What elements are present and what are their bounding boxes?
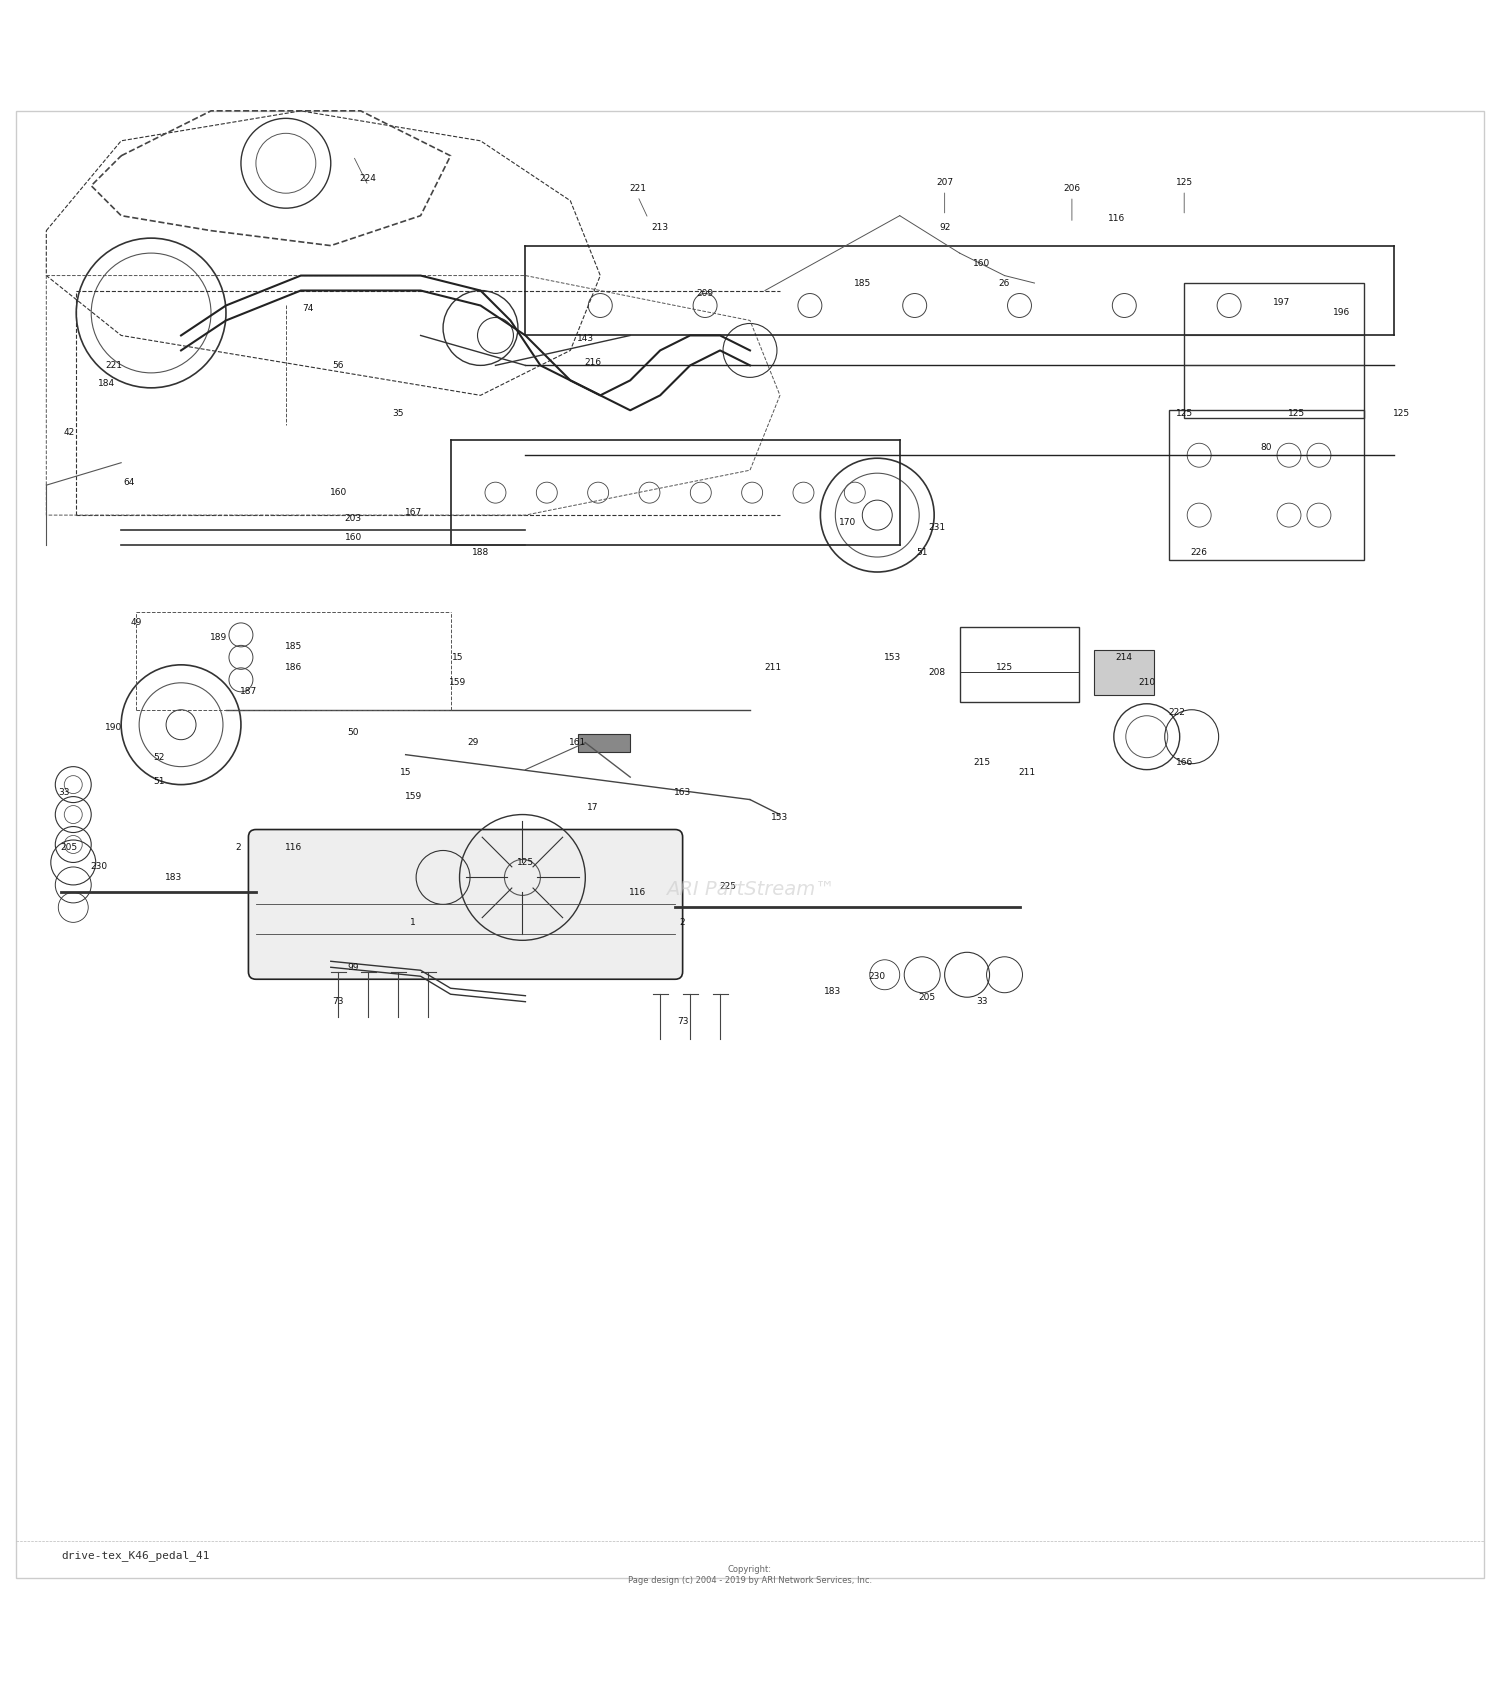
- Text: 73: 73: [676, 1017, 688, 1025]
- Bar: [1184, 284, 1364, 417]
- Text: 206: 206: [1064, 184, 1080, 193]
- Text: 190: 190: [105, 723, 123, 733]
- Text: 125: 125: [1176, 409, 1192, 417]
- Text: 51: 51: [916, 547, 928, 557]
- Text: 125: 125: [1392, 409, 1410, 417]
- Text: 56: 56: [333, 361, 344, 370]
- Text: 213: 213: [651, 223, 669, 231]
- Bar: [1168, 410, 1364, 561]
- Text: 231: 231: [928, 522, 945, 532]
- Text: 153: 153: [884, 654, 902, 662]
- Text: 2: 2: [236, 843, 242, 851]
- Text: 225: 225: [718, 882, 736, 890]
- Text: 160: 160: [330, 488, 346, 497]
- Text: 29: 29: [468, 738, 478, 747]
- Text: 52: 52: [153, 753, 165, 762]
- Text: 163: 163: [674, 787, 692, 797]
- Text: 116: 116: [1108, 215, 1125, 223]
- Text: 153: 153: [771, 812, 789, 823]
- Text: 222: 222: [1168, 708, 1185, 718]
- Text: 189: 189: [210, 633, 226, 642]
- Text: 211: 211: [1019, 768, 1035, 777]
- Text: 166: 166: [1176, 758, 1192, 767]
- FancyBboxPatch shape: [249, 829, 682, 980]
- Text: 15: 15: [400, 768, 411, 777]
- Text: 143: 143: [576, 334, 594, 343]
- Text: 160: 160: [345, 534, 362, 542]
- Text: 1: 1: [411, 917, 416, 927]
- Text: drive-tex_K46_pedal_41: drive-tex_K46_pedal_41: [62, 1551, 210, 1561]
- Text: 185: 185: [853, 279, 871, 287]
- Text: 215: 215: [974, 758, 990, 767]
- Text: 15: 15: [453, 654, 464, 662]
- Text: 42: 42: [63, 429, 75, 437]
- Text: 186: 186: [285, 664, 302, 672]
- Text: 205: 205: [60, 843, 78, 851]
- Text: 74: 74: [303, 304, 313, 312]
- Text: 205: 205: [918, 993, 934, 1002]
- Text: 125: 125: [518, 858, 534, 866]
- Text: 185: 185: [285, 642, 302, 652]
- Text: 221: 221: [105, 361, 122, 370]
- Text: 92: 92: [939, 223, 951, 231]
- Text: 26: 26: [999, 279, 1010, 287]
- Bar: [960, 627, 1080, 703]
- Text: 196: 196: [1334, 309, 1350, 318]
- Text: 116: 116: [628, 888, 646, 897]
- Text: 125: 125: [1176, 179, 1192, 187]
- Text: 80: 80: [1262, 443, 1272, 453]
- Text: 160: 160: [974, 258, 990, 269]
- Text: 216: 216: [584, 358, 602, 367]
- Text: 33: 33: [58, 787, 70, 797]
- Text: 35: 35: [393, 409, 404, 417]
- Text: 116: 116: [285, 843, 302, 851]
- Text: 224: 224: [360, 174, 376, 182]
- Text: 183: 183: [165, 873, 182, 882]
- Text: 203: 203: [345, 513, 362, 522]
- Text: 50: 50: [348, 728, 358, 736]
- Text: 125: 125: [996, 664, 1012, 672]
- Text: 211: 211: [764, 664, 782, 672]
- Text: 183: 183: [824, 986, 842, 997]
- Text: 226: 226: [1191, 547, 1208, 557]
- Text: 221: 221: [628, 184, 646, 193]
- Text: Copyright:
Page design (c) 2004 - 2019 by ARI Network Services, Inc.: Copyright: Page design (c) 2004 - 2019 b…: [628, 1566, 872, 1584]
- Text: 64: 64: [123, 478, 135, 486]
- Text: 170: 170: [839, 519, 856, 527]
- Text: 49: 49: [130, 618, 142, 627]
- Text: 188: 188: [472, 547, 489, 557]
- Text: 208: 208: [928, 667, 945, 677]
- Text: 2: 2: [680, 917, 686, 927]
- Text: 17: 17: [586, 802, 598, 812]
- Text: 33: 33: [976, 997, 988, 1007]
- Text: 161: 161: [568, 738, 586, 747]
- Text: 210: 210: [1138, 679, 1155, 687]
- Text: 214: 214: [1116, 654, 1132, 662]
- Text: 125: 125: [1288, 409, 1305, 417]
- Text: 159: 159: [450, 679, 466, 687]
- Text: 167: 167: [405, 508, 422, 517]
- Text: 187: 187: [240, 687, 256, 696]
- Text: 159: 159: [405, 792, 422, 801]
- Text: 51: 51: [153, 777, 165, 785]
- Bar: [578, 733, 630, 752]
- Text: 207: 207: [936, 179, 952, 187]
- Text: 197: 197: [1274, 297, 1290, 307]
- Text: 230: 230: [90, 863, 108, 872]
- Bar: [1095, 650, 1155, 694]
- Text: 73: 73: [333, 997, 344, 1007]
- Text: 99: 99: [348, 963, 358, 971]
- Text: 184: 184: [98, 378, 116, 388]
- Text: 230: 230: [868, 971, 886, 981]
- Text: ARI PartStream™: ARI PartStream™: [666, 880, 834, 899]
- Text: 209: 209: [696, 289, 714, 297]
